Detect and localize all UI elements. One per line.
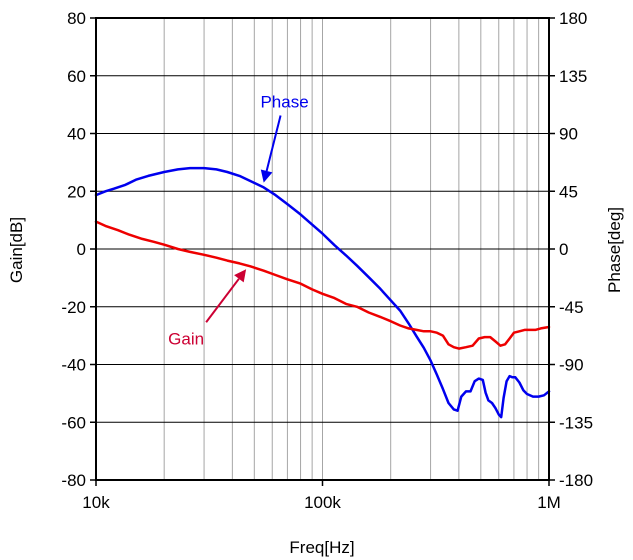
phase-tick-label: 45 <box>559 182 578 201</box>
phase-tick-label: 90 <box>559 125 578 144</box>
phase-tick-label: 0 <box>559 240 568 259</box>
y2-axis-title: Phase[deg] <box>605 207 624 293</box>
frequency-tick-label: 1M <box>537 493 561 512</box>
phase-tick-label: -90 <box>559 356 584 375</box>
gain-tick-label: 80 <box>67 9 86 28</box>
gain-tick-label: -80 <box>61 471 86 490</box>
gain-tick-label: 0 <box>77 240 86 259</box>
gain-series-line <box>94 220 551 350</box>
y-axis-title: Gain[dB] <box>7 217 26 283</box>
gain-annotation-arrow-head <box>234 269 247 283</box>
gain-tick-label: -60 <box>61 413 86 432</box>
gain-tick-label: -20 <box>61 298 86 317</box>
gain-annotation-label: Gain <box>168 329 204 348</box>
phase-tick-label: -45 <box>559 298 584 317</box>
gain-axis-ticks: 80 60 40 20 0 -20 -40 -60 -80 <box>61 9 96 490</box>
phase-tick-label: 180 <box>559 9 587 28</box>
frequency-tick-label: 100k <box>304 493 341 512</box>
frequency-axis-ticks: 10k 100k 1M <box>82 480 561 512</box>
phase-tick-label: 135 <box>559 67 587 86</box>
gain-tick-label: 20 <box>67 182 86 201</box>
phase-annotation-arrow-head <box>260 169 273 183</box>
plot-area-frame <box>95 17 550 481</box>
phase-annotation-label: Phase <box>260 93 308 112</box>
phase-tick-label: -180 <box>559 471 593 490</box>
phase-axis-ticks: 180 135 90 45 0 -45 -90 -135 -180 <box>549 9 593 490</box>
gain-tick-label: 40 <box>67 125 86 144</box>
frequency-tick-label: 10k <box>82 493 110 512</box>
phase-annotation-arrow-shaft <box>265 115 282 172</box>
gain-tick-label: -40 <box>61 356 86 375</box>
gain-annotation-arrow-shaft <box>205 278 240 323</box>
gain-tick-label: 60 <box>67 67 86 86</box>
series-lines <box>94 166 551 419</box>
phase-series-line <box>94 166 551 419</box>
major-y-gridlines <box>96 75 549 423</box>
x-axis-title: Freq[Hz] <box>289 538 354 557</box>
phase-tick-label: -135 <box>559 413 593 432</box>
annotations: Phase Gain <box>168 93 308 349</box>
